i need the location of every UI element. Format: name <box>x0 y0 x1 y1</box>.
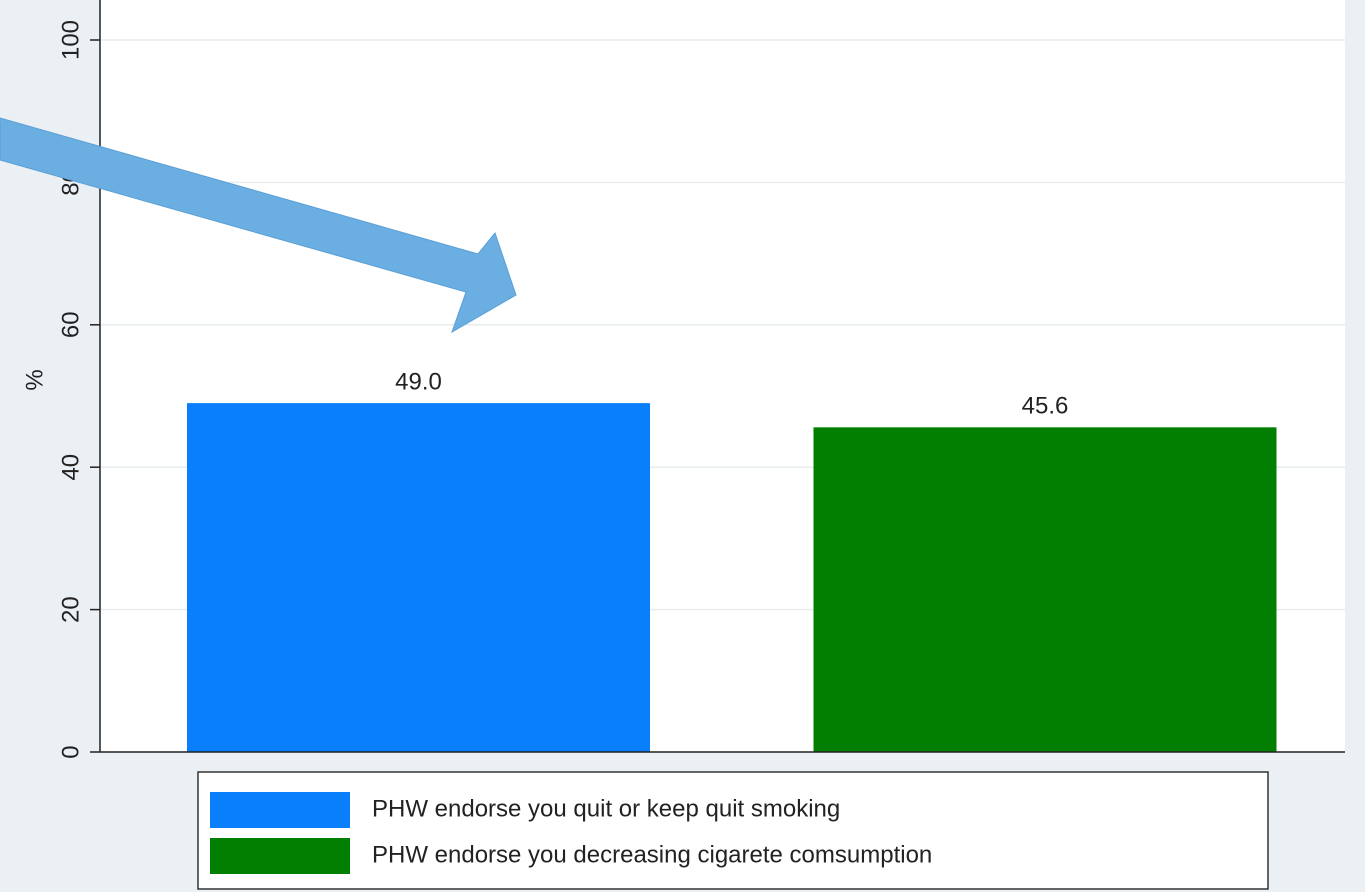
y-tick-label: 100 <box>57 20 84 60</box>
bars: 49.0 45.6 <box>187 368 1277 752</box>
legend-swatch <box>210 792 350 828</box>
annotation-arrow <box>0 117 517 334</box>
y-axis-label: % <box>21 369 48 390</box>
value-label: 49.0 <box>395 368 442 395</box>
y-tick-label: 20 <box>57 596 84 623</box>
y-tick-label: 0 <box>57 745 84 758</box>
y-tick-label: 60 <box>57 311 84 338</box>
legend-label: PHW endorse you decreasing cigarete coms… <box>372 841 932 868</box>
bar <box>187 403 650 752</box>
legend-label: PHW endorse you quit or keep quit smokin… <box>372 795 840 822</box>
bar <box>813 427 1277 752</box>
legend-swatch <box>210 838 350 874</box>
y-tick-label: 40 <box>57 454 84 481</box>
legend-entries: PHW endorse you quit or keep quit smokin… <box>210 792 932 874</box>
value-label: 45.6 <box>1022 393 1069 420</box>
legend <box>197 771 1269 890</box>
